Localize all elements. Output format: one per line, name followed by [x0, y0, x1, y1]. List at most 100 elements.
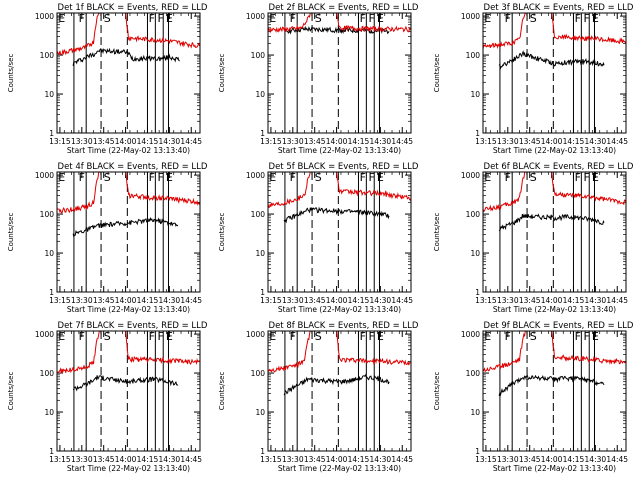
time-marker-label: S — [530, 171, 537, 184]
detector-panel-3: Det 3f BLACK = Events, RED = LLD Counts/s… — [433, 3, 634, 155]
y-tick-label: 10 — [470, 249, 480, 258]
plot-frame — [56, 12, 201, 134]
x-tick-label: 14:15 — [563, 455, 585, 464]
y-tick-label: 1000 — [461, 171, 480, 180]
x-tick-label: 13:45 — [304, 455, 326, 464]
x-tick-label: 13:45 — [93, 455, 115, 464]
y-tick-label: 10 — [44, 408, 54, 417]
y-tick-label: 1000 — [246, 330, 265, 339]
x-tick-label: 14:45 — [391, 137, 413, 146]
time-marker-label: F — [79, 330, 85, 343]
x-tick-label: 14:30 — [159, 455, 181, 464]
x-tick-label: 13:45 — [93, 137, 115, 146]
y-tick-label: 100 — [251, 210, 266, 219]
events-series-line — [498, 50, 605, 71]
y-tick-label: 1 — [260, 447, 265, 456]
x-tick-label: 14:00 — [541, 137, 563, 146]
y-tick-label: 1000 — [461, 12, 480, 21]
plot-frame — [482, 330, 627, 452]
lld-series-line — [267, 12, 412, 34]
time-marker-label: E — [166, 171, 173, 184]
x-tick-label: 13:30 — [71, 137, 93, 146]
plot-frame — [482, 171, 627, 293]
x-tick-label: 14:00 — [326, 137, 348, 146]
y-tick-label: 100 — [40, 369, 55, 378]
time-marker-label: F — [368, 12, 374, 25]
y-tick-label: 100 — [251, 369, 266, 378]
time-marker-label: E — [484, 171, 491, 184]
y-tick-label: 10 — [470, 90, 480, 99]
y-tick-label: 1 — [260, 288, 265, 297]
time-marker-label: E — [166, 12, 173, 25]
detector-panel-9: Det 9f BLACK = Events, RED = LLD Counts/s… — [433, 321, 634, 473]
events-series-line — [283, 25, 390, 35]
x-tick-label: 13:30 — [497, 137, 519, 146]
y-axis-label: Counts/sec — [433, 213, 441, 252]
time-marker-label: E — [269, 12, 276, 25]
x-tick-label: 14:30 — [585, 455, 607, 464]
x-tick-label: 13:30 — [71, 455, 93, 464]
x-tick-label: 14:45 — [180, 296, 202, 305]
time-marker-label: F — [505, 12, 511, 25]
time-marker-label: S — [315, 171, 322, 184]
x-tick-label: 13:45 — [304, 296, 326, 305]
y-tick-label: 1000 — [246, 12, 265, 21]
x-tick-label: 13:15 — [260, 137, 282, 146]
time-marker-label: E — [58, 171, 65, 184]
y-tick-label: 1 — [49, 129, 54, 138]
x-tick-label: 14:15 — [137, 455, 159, 464]
panel-title: Det 6f BLACK = Events, RED = LLD — [484, 162, 634, 172]
x-axis-label: Start Time (22-May-02 13:13:40) — [493, 305, 616, 314]
time-marker-label: F — [360, 330, 366, 343]
time-marker-label: F — [157, 330, 163, 343]
x-tick-label: 14:00 — [326, 296, 348, 305]
x-tick-label: 13:15 — [475, 296, 497, 305]
time-marker-label: F — [505, 330, 511, 343]
time-marker-label: F — [157, 12, 163, 25]
time-marker-label: E — [377, 330, 384, 343]
panel-title: Det 2f BLACK = Events, RED = LLD — [269, 3, 419, 13]
time-marker-label: F — [79, 171, 85, 184]
x-tick-label: 14:00 — [115, 455, 137, 464]
y-tick-label: 100 — [466, 369, 481, 378]
panel-title: Det 7f BLACK = Events, RED = LLD — [58, 321, 208, 331]
x-tick-label: 13:30 — [282, 296, 304, 305]
y-axis-label: Counts/sec — [433, 372, 441, 411]
x-tick-label: 14:30 — [370, 137, 392, 146]
time-marker-label: F — [575, 330, 581, 343]
x-tick-label: 14:45 — [606, 296, 628, 305]
events-series-line — [72, 216, 179, 238]
x-tick-label: 14:15 — [563, 296, 585, 305]
x-tick-label: 14:00 — [115, 137, 137, 146]
panel-title: Det 5f BLACK = Events, RED = LLD — [269, 162, 419, 172]
time-marker-label: S — [315, 330, 322, 343]
time-marker-label: E — [592, 330, 599, 343]
y-axis-label: Counts/sec — [218, 54, 226, 93]
y-tick-label: 1000 — [35, 330, 54, 339]
plot-frame — [267, 330, 412, 452]
x-tick-label: 13:15 — [49, 296, 71, 305]
lld-series-line — [56, 12, 201, 56]
x-tick-label: 14:15 — [137, 137, 159, 146]
time-marker-label: E — [58, 12, 65, 25]
y-axis-label: Counts/sec — [433, 54, 441, 93]
time-marker-label: S — [104, 330, 111, 343]
y-tick-label: 10 — [255, 249, 265, 258]
y-tick-label: 1 — [49, 447, 54, 456]
x-tick-label: 13:45 — [519, 455, 541, 464]
time-marker-label: E — [269, 171, 276, 184]
y-tick-label: 1 — [475, 447, 480, 456]
x-tick-label: 13:45 — [519, 296, 541, 305]
time-marker-label: E — [484, 330, 491, 343]
time-marker-label: F — [505, 171, 511, 184]
time-marker-label: F — [157, 171, 163, 184]
events-series-line — [498, 374, 605, 397]
x-axis-label: Start Time (22-May-02 13:13:40) — [67, 464, 190, 473]
time-marker-label: E — [166, 330, 173, 343]
time-marker-label: E — [484, 12, 491, 25]
panel-title: Det 9f BLACK = Events, RED = LLD — [484, 321, 634, 331]
y-axis-label: Counts/sec — [218, 213, 226, 252]
x-tick-label: 13:15 — [49, 455, 71, 464]
time-marker-label: F — [575, 12, 581, 25]
